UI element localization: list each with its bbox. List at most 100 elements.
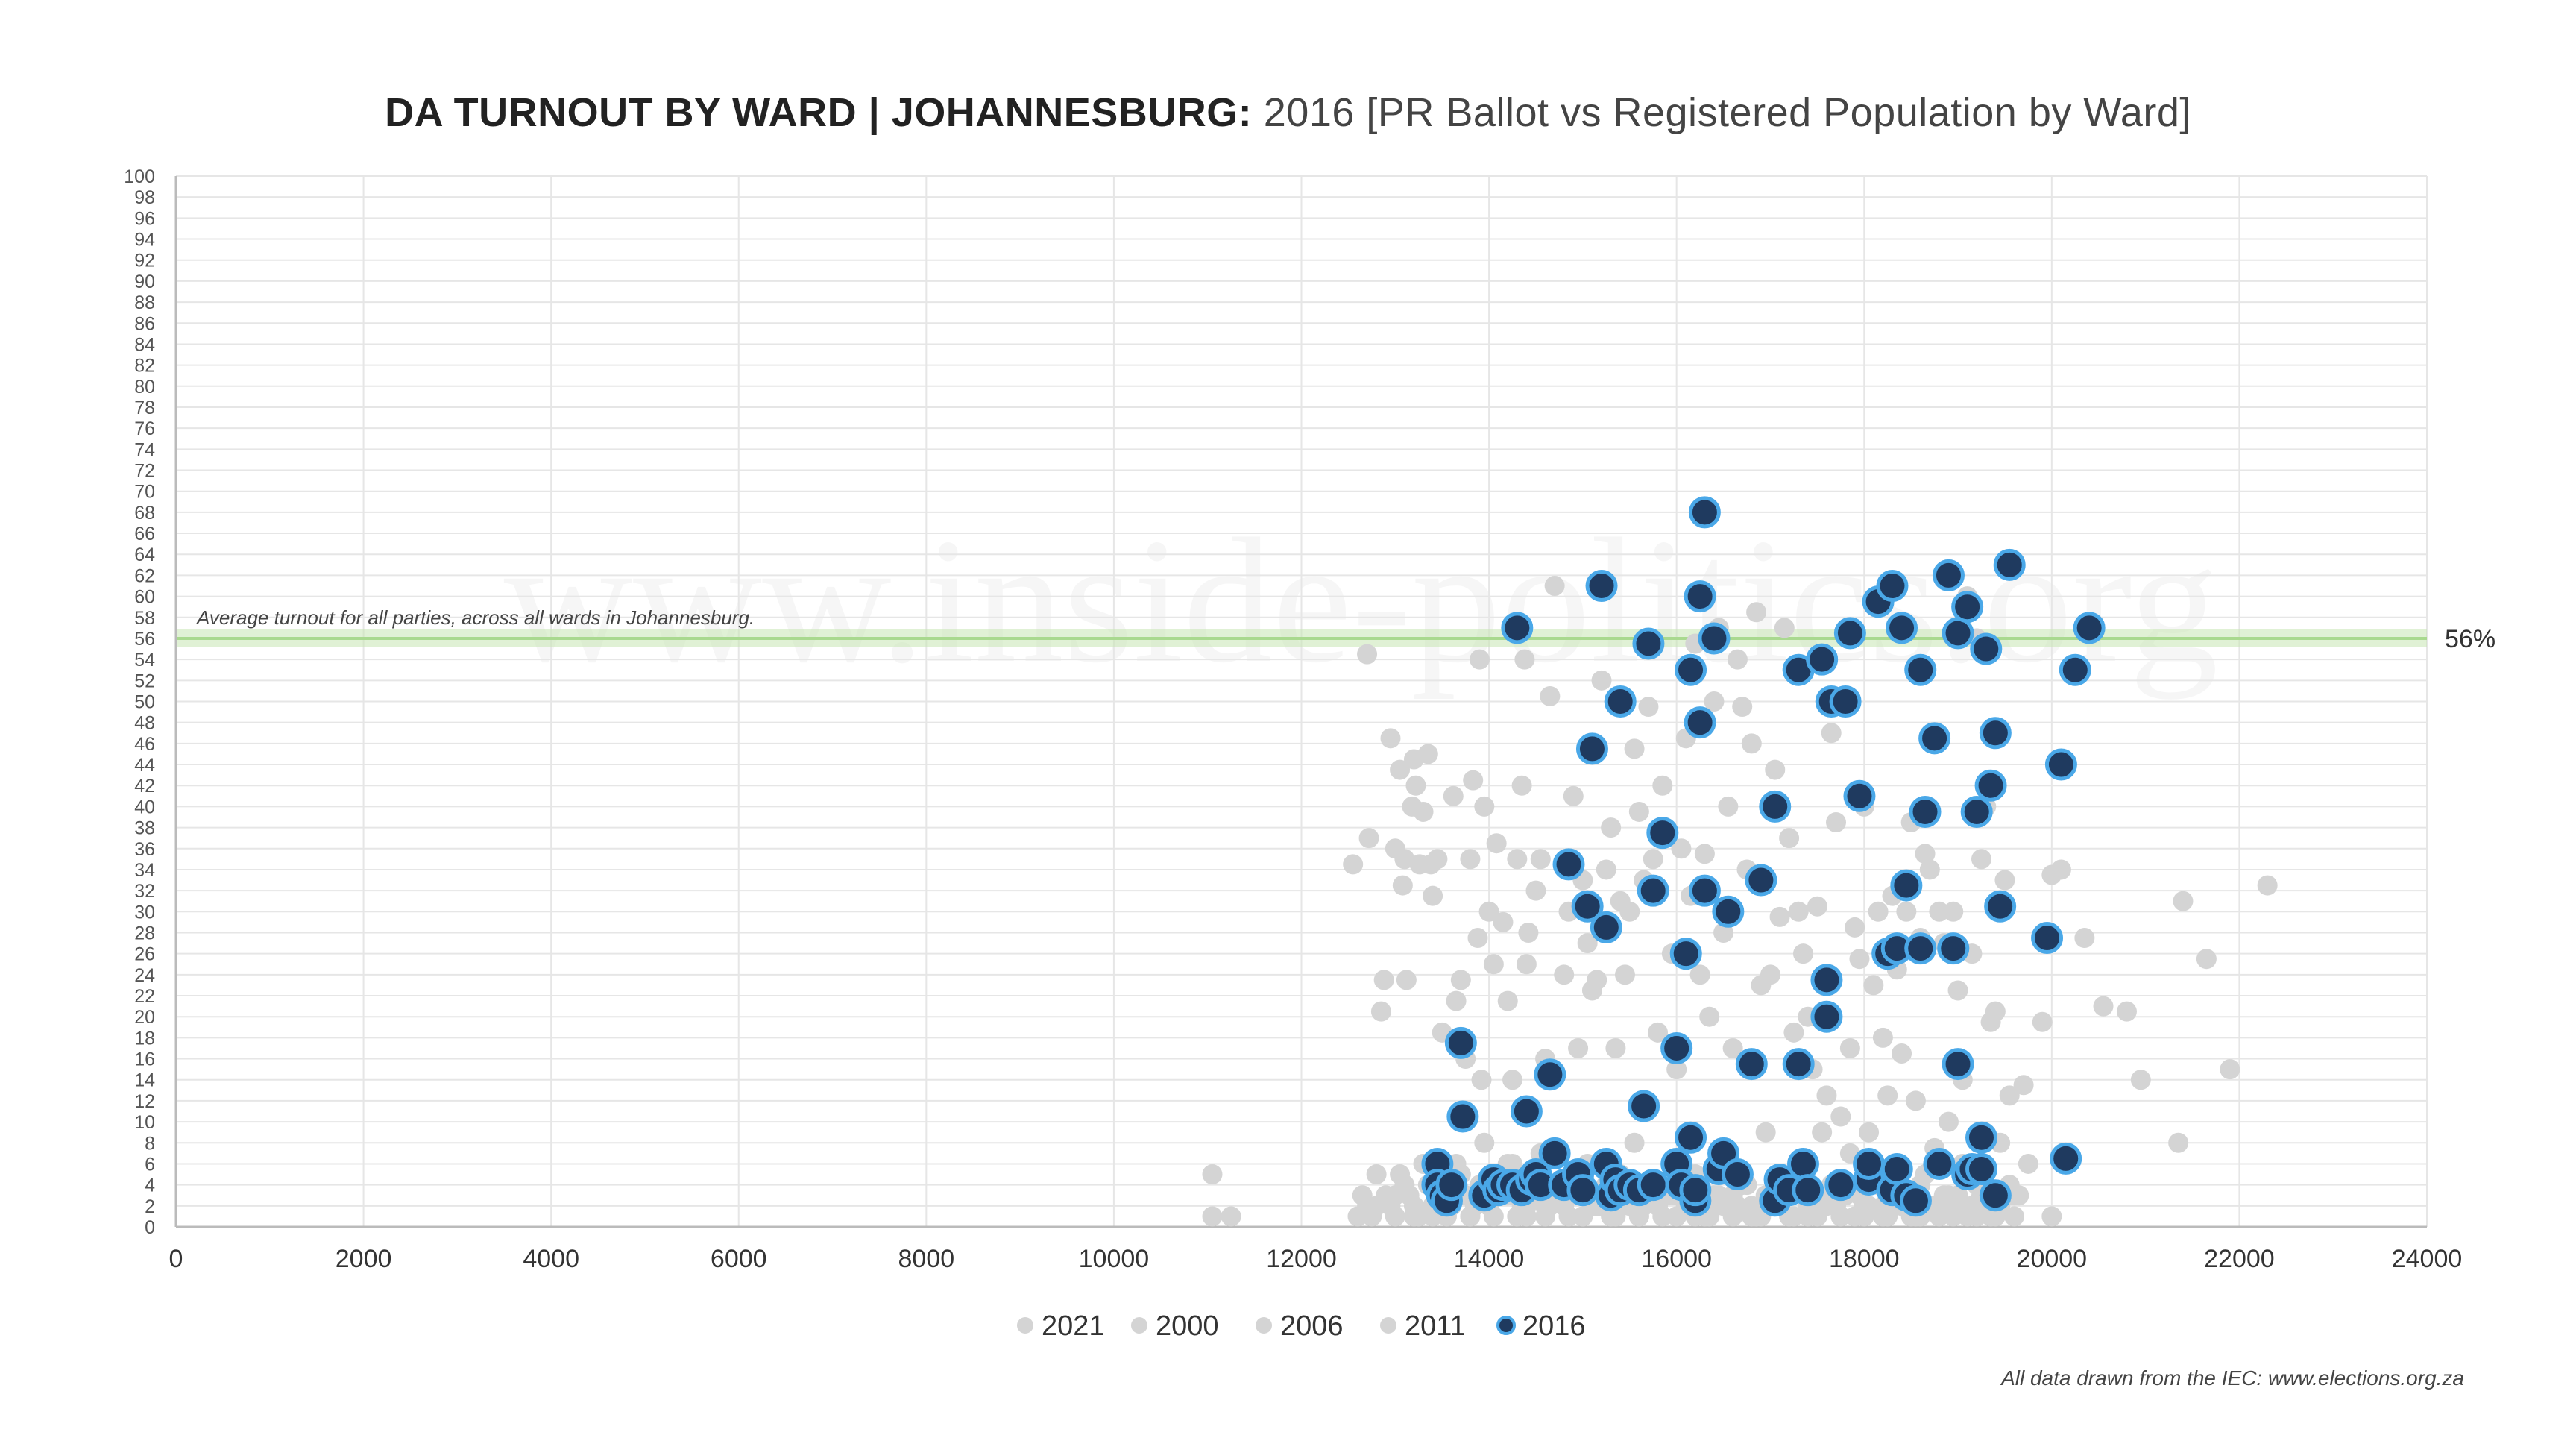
point-2016 [1435,1169,1468,1202]
point-2021 [1760,964,1780,985]
point-2021 [1648,1022,1669,1043]
point-2011 [1572,1206,1593,1227]
point-2021 [1568,1037,1589,1058]
point-2016 [1632,627,1665,660]
point-2021 [1905,1090,1926,1111]
y-tick-label: 68 [134,503,155,524]
chart-title: DA TURNOUT BY WARD | JOHANNESBURG: 2016 … [0,90,2576,136]
legend-item-2006: 2006 [1256,1310,1344,1342]
point-2021 [1628,801,1649,822]
point-2016 [1993,548,2026,581]
point-2021 [1514,649,1535,670]
y-tick-label: 42 [134,776,155,797]
x-tick-label: 20000 [2017,1245,2088,1273]
point-2016 [1628,1090,1660,1122]
point-2021 [1357,644,1378,665]
point-2021 [1483,954,1504,975]
point-2021 [1915,844,1936,864]
point-2021 [1652,775,1673,796]
point-2021 [2032,1011,2053,1032]
point-2021 [1689,964,1710,985]
point-2006 [1830,1206,1851,1227]
point-2016 [1501,612,1534,644]
point-2021 [1478,901,1499,922]
point-2021 [2257,875,2278,896]
point-2021 [2196,949,2217,970]
point-2016 [1979,717,2012,750]
point-2016 [1951,591,1984,624]
point-2021 [1467,928,1488,949]
y-tick-label: 72 [134,461,155,482]
point-2016 [1810,1000,1843,1033]
point-2016 [1637,874,1669,907]
point-2021 [1638,697,1659,718]
y-tick-label: 30 [134,902,155,923]
x-tick-label: 22000 [2204,1245,2275,1273]
point-2021 [1221,1206,1241,1227]
point-2016 [1571,890,1604,923]
point-2021 [1202,1164,1223,1185]
point-2021 [1518,922,1539,943]
legend-label-2000: 2000 [1156,1310,1219,1342]
point-2021 [1774,618,1795,638]
x-tick-label: 18000 [1829,1245,1900,1273]
point-2016 [1829,685,1862,718]
point-2011 [1741,1206,1762,1227]
point-2016 [1712,895,1745,928]
point-2021 [1868,901,1889,922]
y-tick-label: 70 [134,482,155,503]
point-2021 [1544,576,1565,597]
point-2021 [1694,844,1715,864]
y-tick-label: 96 [134,208,155,229]
point-2021 [1516,954,1537,975]
point-2021 [1947,980,1968,1001]
x-tick-label: 0 [169,1245,183,1273]
point-2021 [1929,901,1950,922]
y-tick-label: 44 [134,755,155,776]
point-2021 [1202,1206,1223,1227]
point-2021 [1358,828,1379,849]
legend-label-2016: 2016 [1522,1310,1586,1342]
point-2021 [1596,859,1616,880]
y-tick-label: 10 [134,1112,155,1133]
point-2016 [1660,1031,1693,1064]
point-2021 [1507,849,1528,870]
y-tick-label: 94 [134,230,155,251]
point-2021 [1446,990,1467,1011]
point-2016 [1590,911,1622,943]
x-tick-label: 14000 [1454,1245,1525,1273]
y-tick-label: 38 [134,818,155,839]
y-tick-label: 92 [134,251,155,271]
y-tick-label: 18 [134,1028,155,1049]
point-2021 [1863,975,1884,996]
x-tick-label: 24000 [2392,1245,2463,1273]
point-2006 [1943,1206,1964,1227]
y-tick-label: 46 [134,734,155,755]
legend-label-2006: 2006 [1280,1310,1344,1342]
point-2021 [1896,901,1917,922]
point-2016 [1880,1153,1913,1186]
point-2021 [1671,838,1692,859]
point-2016 [1510,1095,1543,1128]
point-2021 [1450,970,1471,990]
point-2006 [1352,1185,1373,1206]
point-2021 [1373,970,1394,990]
point-2016 [1909,795,1942,828]
point-2021 [1699,1006,1720,1027]
point-2006 [1783,1206,1804,1227]
point-2021 [1826,812,1847,833]
point-2011 [1816,1196,1837,1216]
point-2021 [1370,1001,1391,1022]
point-2021 [1601,817,1622,838]
x-tick-label: 6000 [711,1245,767,1273]
point-2021 [1502,1070,1523,1090]
point-2021 [1943,901,1964,922]
point-2021 [1718,796,1739,817]
point-2016 [1444,1026,1477,1059]
point-2016 [1937,932,1970,965]
point-2021 [1859,1122,1880,1143]
y-tick-label: 66 [134,524,155,544]
point-2021 [1816,1085,1837,1106]
series-2021 [1202,576,2278,1227]
y-tick-label: 50 [134,692,155,713]
